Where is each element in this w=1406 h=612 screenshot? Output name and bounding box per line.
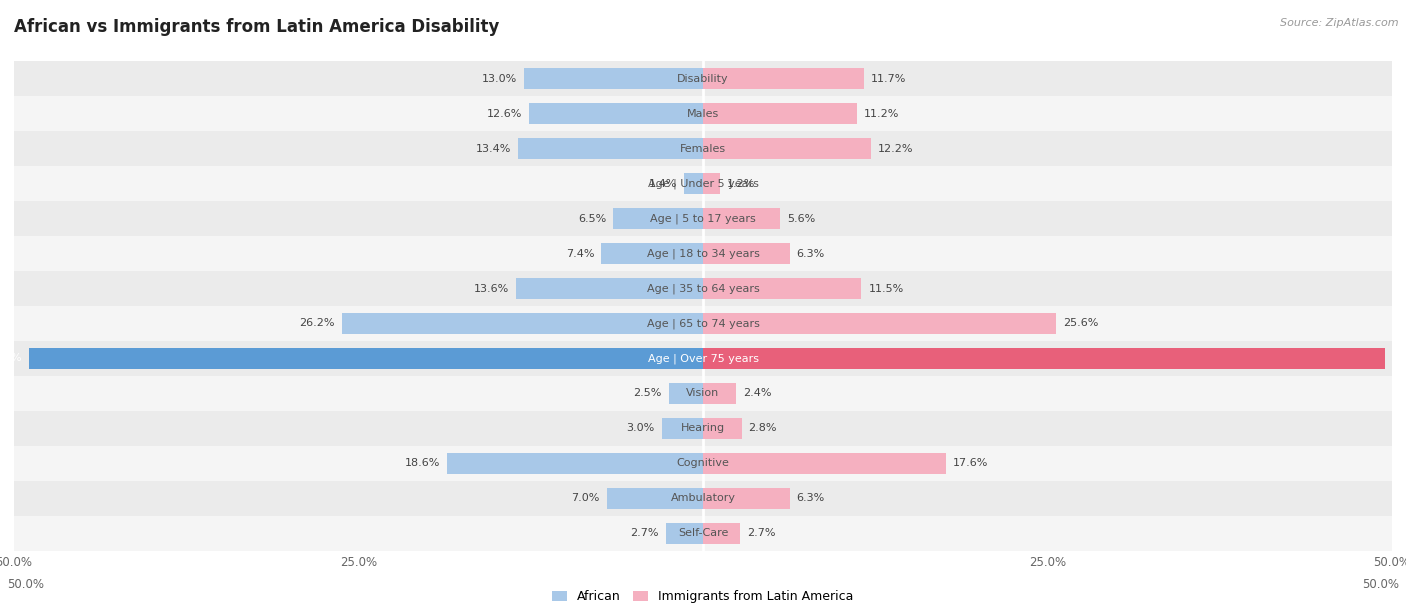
Bar (703, 278, 862, 299)
Bar (703, 348, 1385, 369)
Bar (613, 208, 703, 229)
Text: Ambulatory: Ambulatory (671, 493, 735, 503)
Text: 25.6%: 25.6% (1063, 318, 1098, 329)
Bar (666, 523, 703, 544)
Text: 11.2%: 11.2% (865, 109, 900, 119)
Text: 2.8%: 2.8% (748, 424, 778, 433)
Text: 3.0%: 3.0% (627, 424, 655, 433)
Text: 13.4%: 13.4% (477, 144, 512, 154)
Text: 13.0%: 13.0% (482, 73, 517, 84)
Legend: African, Immigrants from Latin America: African, Immigrants from Latin America (547, 585, 859, 608)
Bar (703, 523, 740, 544)
Bar (14, 341, 1392, 376)
Text: 7.4%: 7.4% (565, 248, 595, 258)
Text: 11.7%: 11.7% (872, 73, 907, 84)
Bar (14, 446, 1392, 481)
Text: 6.3%: 6.3% (797, 493, 825, 503)
Bar (703, 418, 741, 439)
Text: 48.9%: 48.9% (0, 354, 22, 364)
Bar (683, 173, 703, 194)
Bar (30, 348, 703, 369)
Bar (14, 271, 1392, 306)
Bar (14, 376, 1392, 411)
Text: Age | 5 to 17 years: Age | 5 to 17 years (650, 214, 756, 224)
Bar (14, 236, 1392, 271)
Bar (703, 313, 1056, 334)
Text: 26.2%: 26.2% (299, 318, 335, 329)
Text: 13.6%: 13.6% (474, 283, 509, 294)
Bar (669, 383, 703, 404)
Text: 50.0%: 50.0% (7, 578, 44, 591)
Bar (600, 243, 703, 264)
Text: Self-Care: Self-Care (678, 528, 728, 539)
Bar (703, 208, 780, 229)
Text: 2.7%: 2.7% (630, 528, 659, 539)
Bar (342, 313, 703, 334)
Bar (530, 103, 703, 124)
Bar (14, 131, 1392, 166)
Text: Males: Males (688, 109, 718, 119)
Text: 2.5%: 2.5% (633, 389, 662, 398)
Bar (14, 166, 1392, 201)
Bar (524, 68, 703, 89)
Text: Hearing: Hearing (681, 424, 725, 433)
Text: 7.0%: 7.0% (571, 493, 599, 503)
Text: Cognitive: Cognitive (676, 458, 730, 468)
Text: 6.3%: 6.3% (797, 248, 825, 258)
Bar (703, 68, 865, 89)
Bar (14, 61, 1392, 96)
Bar (703, 383, 737, 404)
Bar (14, 201, 1392, 236)
Text: 6.5%: 6.5% (578, 214, 606, 223)
Bar (14, 481, 1392, 516)
Bar (447, 453, 703, 474)
Text: Vision: Vision (686, 389, 720, 398)
Text: 17.6%: 17.6% (952, 458, 988, 468)
Bar (703, 453, 945, 474)
Bar (516, 278, 703, 299)
Text: 11.5%: 11.5% (869, 283, 904, 294)
Bar (703, 173, 720, 194)
Bar (14, 96, 1392, 131)
Text: 2.4%: 2.4% (742, 389, 772, 398)
Bar (703, 488, 790, 509)
Text: 18.6%: 18.6% (405, 458, 440, 468)
Bar (703, 138, 872, 159)
Text: 12.6%: 12.6% (486, 109, 523, 119)
Text: Age | Over 75 years: Age | Over 75 years (648, 353, 758, 364)
Text: Disability: Disability (678, 73, 728, 84)
Text: 1.4%: 1.4% (648, 179, 676, 188)
Text: Age | Under 5 years: Age | Under 5 years (648, 178, 758, 189)
Text: Age | 65 to 74 years: Age | 65 to 74 years (647, 318, 759, 329)
Text: 49.5%: 49.5% (1392, 354, 1406, 364)
Bar (703, 243, 790, 264)
Text: 2.7%: 2.7% (747, 528, 776, 539)
Bar (14, 411, 1392, 446)
Text: Age | 18 to 34 years: Age | 18 to 34 years (647, 248, 759, 259)
Text: Females: Females (681, 144, 725, 154)
Bar (662, 418, 703, 439)
Text: African vs Immigrants from Latin America Disability: African vs Immigrants from Latin America… (14, 18, 499, 36)
Bar (519, 138, 703, 159)
Text: 5.6%: 5.6% (787, 214, 815, 223)
Text: 50.0%: 50.0% (1362, 578, 1399, 591)
Bar (606, 488, 703, 509)
Bar (14, 306, 1392, 341)
Text: Source: ZipAtlas.com: Source: ZipAtlas.com (1281, 18, 1399, 28)
Bar (14, 516, 1392, 551)
Bar (703, 103, 858, 124)
Text: Age | 35 to 64 years: Age | 35 to 64 years (647, 283, 759, 294)
Text: 12.2%: 12.2% (877, 144, 914, 154)
Text: 1.2%: 1.2% (727, 179, 755, 188)
